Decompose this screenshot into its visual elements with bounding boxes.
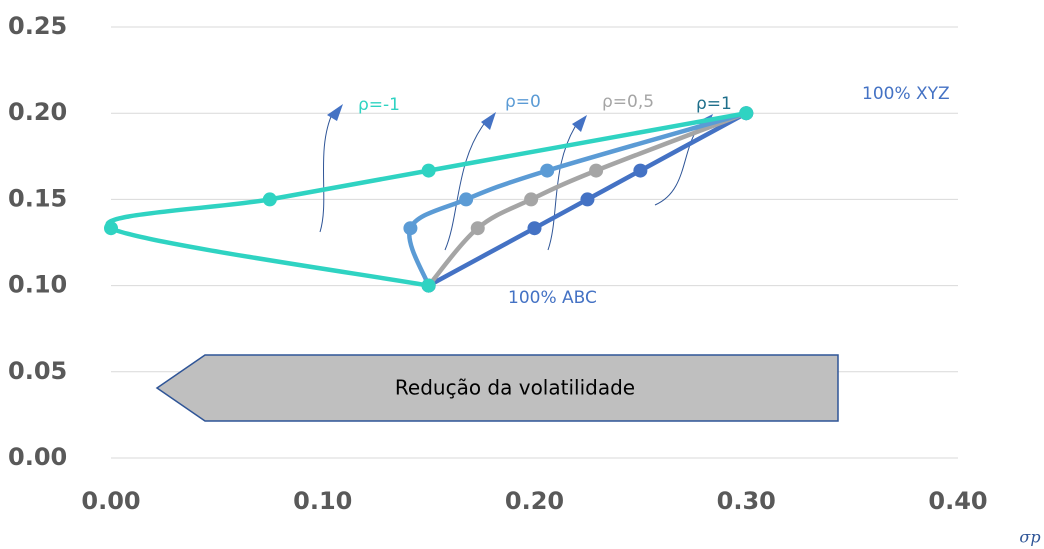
data-point [104,221,118,236]
series-label: ρ=-1 [358,95,400,115]
annotation: 100% ABC [508,288,597,308]
data-point [633,163,648,178]
x-tick-label: 0.30 [717,487,776,515]
plot [104,106,754,293]
y-tick-label: 0.10 [8,271,67,299]
series-label: ρ=1 [696,94,732,114]
x-tick-label: 0.20 [505,487,564,515]
y-tick-label: 0.15 [8,184,67,212]
y-tick-label: 0.00 [8,443,67,471]
x-tick-label: 0.10 [293,487,352,515]
x-axis-label: σp [1019,528,1040,547]
y-tick-label: 0.25 [8,12,67,40]
data-point [589,163,604,178]
data-point [739,106,754,121]
x-tick-label: 0.00 [81,487,140,515]
series-line [407,111,747,287]
x-tick-label: 0.40 [928,487,987,515]
annotation: Redução da volatilidade [395,376,635,400]
data-point [540,163,555,178]
series-label: ρ=0,5 [602,92,654,112]
data-point [527,221,542,236]
y-tick-label: 0.20 [8,98,67,126]
data-point [421,163,436,178]
series-line [426,111,748,288]
volatility-arrow [155,354,839,422]
series-label: ρ=0 [505,92,541,112]
data-point [262,192,277,207]
y-tick-label: 0.05 [8,357,67,385]
data-point [524,192,539,207]
data-point [470,221,485,236]
data-point [421,278,436,293]
data-point [459,192,474,207]
data-point [403,221,418,236]
annotation: 100% XYZ [862,84,950,104]
data-point [580,192,595,207]
